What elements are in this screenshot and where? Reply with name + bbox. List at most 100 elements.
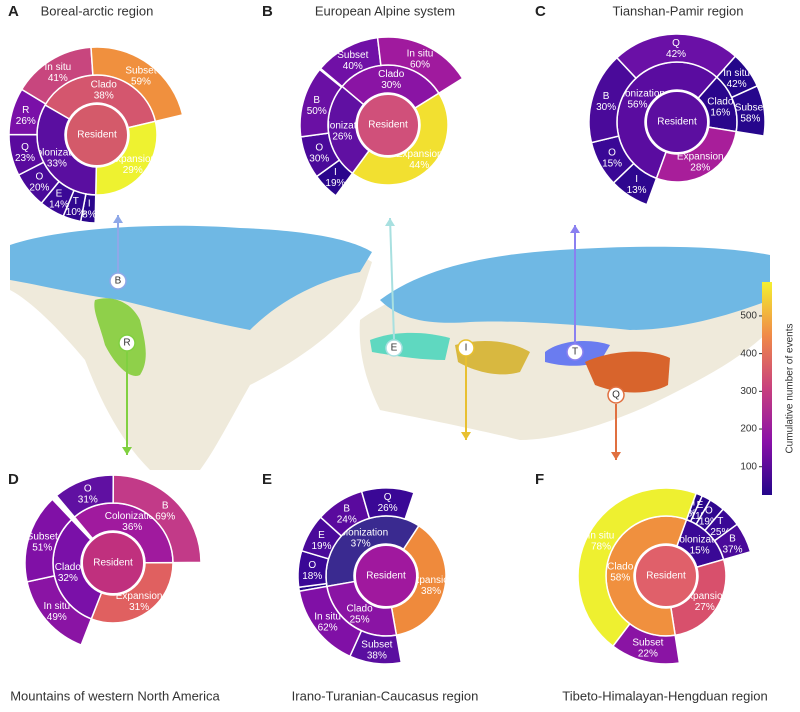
panel-title: European Alpine system	[315, 3, 455, 18]
segment-value: 33%	[47, 158, 67, 169]
segment-name: Colonization	[315, 120, 370, 131]
segment-label: Clado 16%	[707, 96, 734, 118]
segment-value: 23%	[15, 153, 35, 164]
segment-label: I 19%	[325, 167, 345, 189]
segment-name: O	[608, 147, 616, 158]
segment-label: B 50%	[307, 95, 327, 117]
segment-label: In situ 49%	[43, 601, 70, 623]
segment-value: 59%	[131, 76, 151, 87]
panel-letter: B	[262, 3, 273, 20]
segment-value: 14%	[49, 199, 69, 210]
segment-value: 18%	[302, 571, 322, 582]
outer-segment	[730, 84, 766, 137]
segment-label: In situ 60%	[407, 48, 434, 70]
segment-value: 26%	[16, 116, 36, 127]
segment-label: Colonization 15%	[672, 534, 727, 556]
segment-value: 38%	[367, 650, 387, 661]
arrow-head	[461, 432, 471, 440]
colorbar-label: Cumulative number of events	[785, 323, 796, 453]
segment-name: T	[73, 196, 79, 207]
segment-label: Clado 30%	[378, 69, 405, 91]
marker-label: R	[123, 338, 130, 349]
segment-label: Clado 58%	[607, 561, 634, 583]
marker	[118, 334, 136, 352]
segment-value: 38%	[421, 586, 441, 597]
segment-name: Colonization	[333, 527, 388, 538]
segment-value: 15%	[690, 545, 710, 556]
segment-value: 36%	[122, 522, 142, 533]
segment-name: Subset	[735, 102, 766, 113]
segment-label: Subset 22%	[632, 637, 663, 659]
segment-value: 69%	[155, 511, 175, 522]
outer-segment	[8, 88, 47, 136]
center-circle	[65, 103, 129, 167]
boreal-north-america	[10, 225, 372, 330]
outer-segment	[376, 36, 464, 95]
segment-label: Q 42%	[666, 38, 686, 60]
segment-label: Subset 40%	[337, 50, 368, 72]
segment-value: 49%	[47, 612, 67, 623]
segment-value: 32%	[58, 573, 78, 584]
marker	[566, 343, 584, 361]
segment-label: In situ 78%	[588, 530, 615, 552]
segment-name: In situ	[407, 48, 434, 59]
segment-value: 16%	[710, 107, 730, 118]
segment-name: B	[343, 503, 350, 514]
center-label: Resident	[657, 117, 697, 128]
arrow-head	[385, 218, 395, 226]
segment-value: 50%	[307, 106, 327, 117]
segment-label: Expansion 44%	[396, 148, 443, 170]
segment-name: I	[693, 497, 696, 508]
segment-label: E 19%	[311, 529, 331, 551]
panel-letter: E	[262, 471, 272, 488]
segment-label: O 20%	[29, 171, 49, 193]
segment-label: Q 26%	[378, 492, 398, 514]
segment-value: 28%	[690, 162, 710, 173]
segment-label: Colonization 36%	[105, 511, 160, 533]
center-circle	[354, 544, 418, 608]
segment-value: 10%	[66, 207, 86, 218]
segment-name: I	[334, 167, 337, 178]
tick-label: 500	[740, 311, 757, 322]
segment-label: Colonization 56%	[610, 88, 665, 110]
segment-value: 31%	[78, 494, 98, 505]
panel-letter: F	[535, 471, 544, 488]
segment-value: 62%	[318, 622, 338, 633]
segment-value: 42%	[666, 49, 686, 60]
segment-label: In situ 42%	[723, 68, 750, 90]
outer-segment	[299, 68, 343, 138]
segment-name: O	[308, 560, 316, 571]
segment-label: Colonization 37%	[333, 527, 388, 549]
segment-name: O	[705, 505, 713, 516]
segment-label: B 37%	[723, 533, 743, 555]
segment-value: 37%	[723, 544, 743, 555]
segment-name: In situ	[723, 68, 750, 79]
segment-name: Subset	[27, 531, 58, 542]
segment-name: O	[315, 142, 323, 153]
arrow-head	[611, 452, 621, 460]
segment-label: B 24%	[337, 503, 357, 525]
segment-name: B	[313, 95, 320, 106]
segment-value: 27%	[695, 601, 715, 612]
segment-value: 58%	[610, 572, 630, 583]
segment-name: Colonization	[29, 147, 84, 158]
segment-value: 42%	[727, 79, 747, 90]
segment-name: Expansion	[396, 148, 443, 159]
segment-name: Colonization	[672, 534, 727, 545]
segment-value: 24%	[337, 514, 357, 525]
segment-label: Subset 59%	[125, 65, 156, 87]
segment-name: E	[318, 529, 325, 540]
center-label: Resident	[368, 120, 408, 131]
segment-value: 56%	[627, 99, 647, 110]
segment-name: O	[84, 483, 92, 494]
arrow-head	[113, 215, 123, 223]
center-circle	[645, 90, 709, 154]
panel-letter: D	[8, 471, 19, 488]
segment-label: Expansion 29%	[109, 154, 156, 176]
segment-name: Clado	[707, 96, 734, 107]
panel-title: Boreal-arctic region	[41, 3, 154, 18]
segment-name: Q	[384, 492, 392, 503]
segment-value: 19%	[699, 516, 719, 527]
arrow-head	[122, 447, 132, 455]
segment-value: 44%	[409, 159, 429, 170]
